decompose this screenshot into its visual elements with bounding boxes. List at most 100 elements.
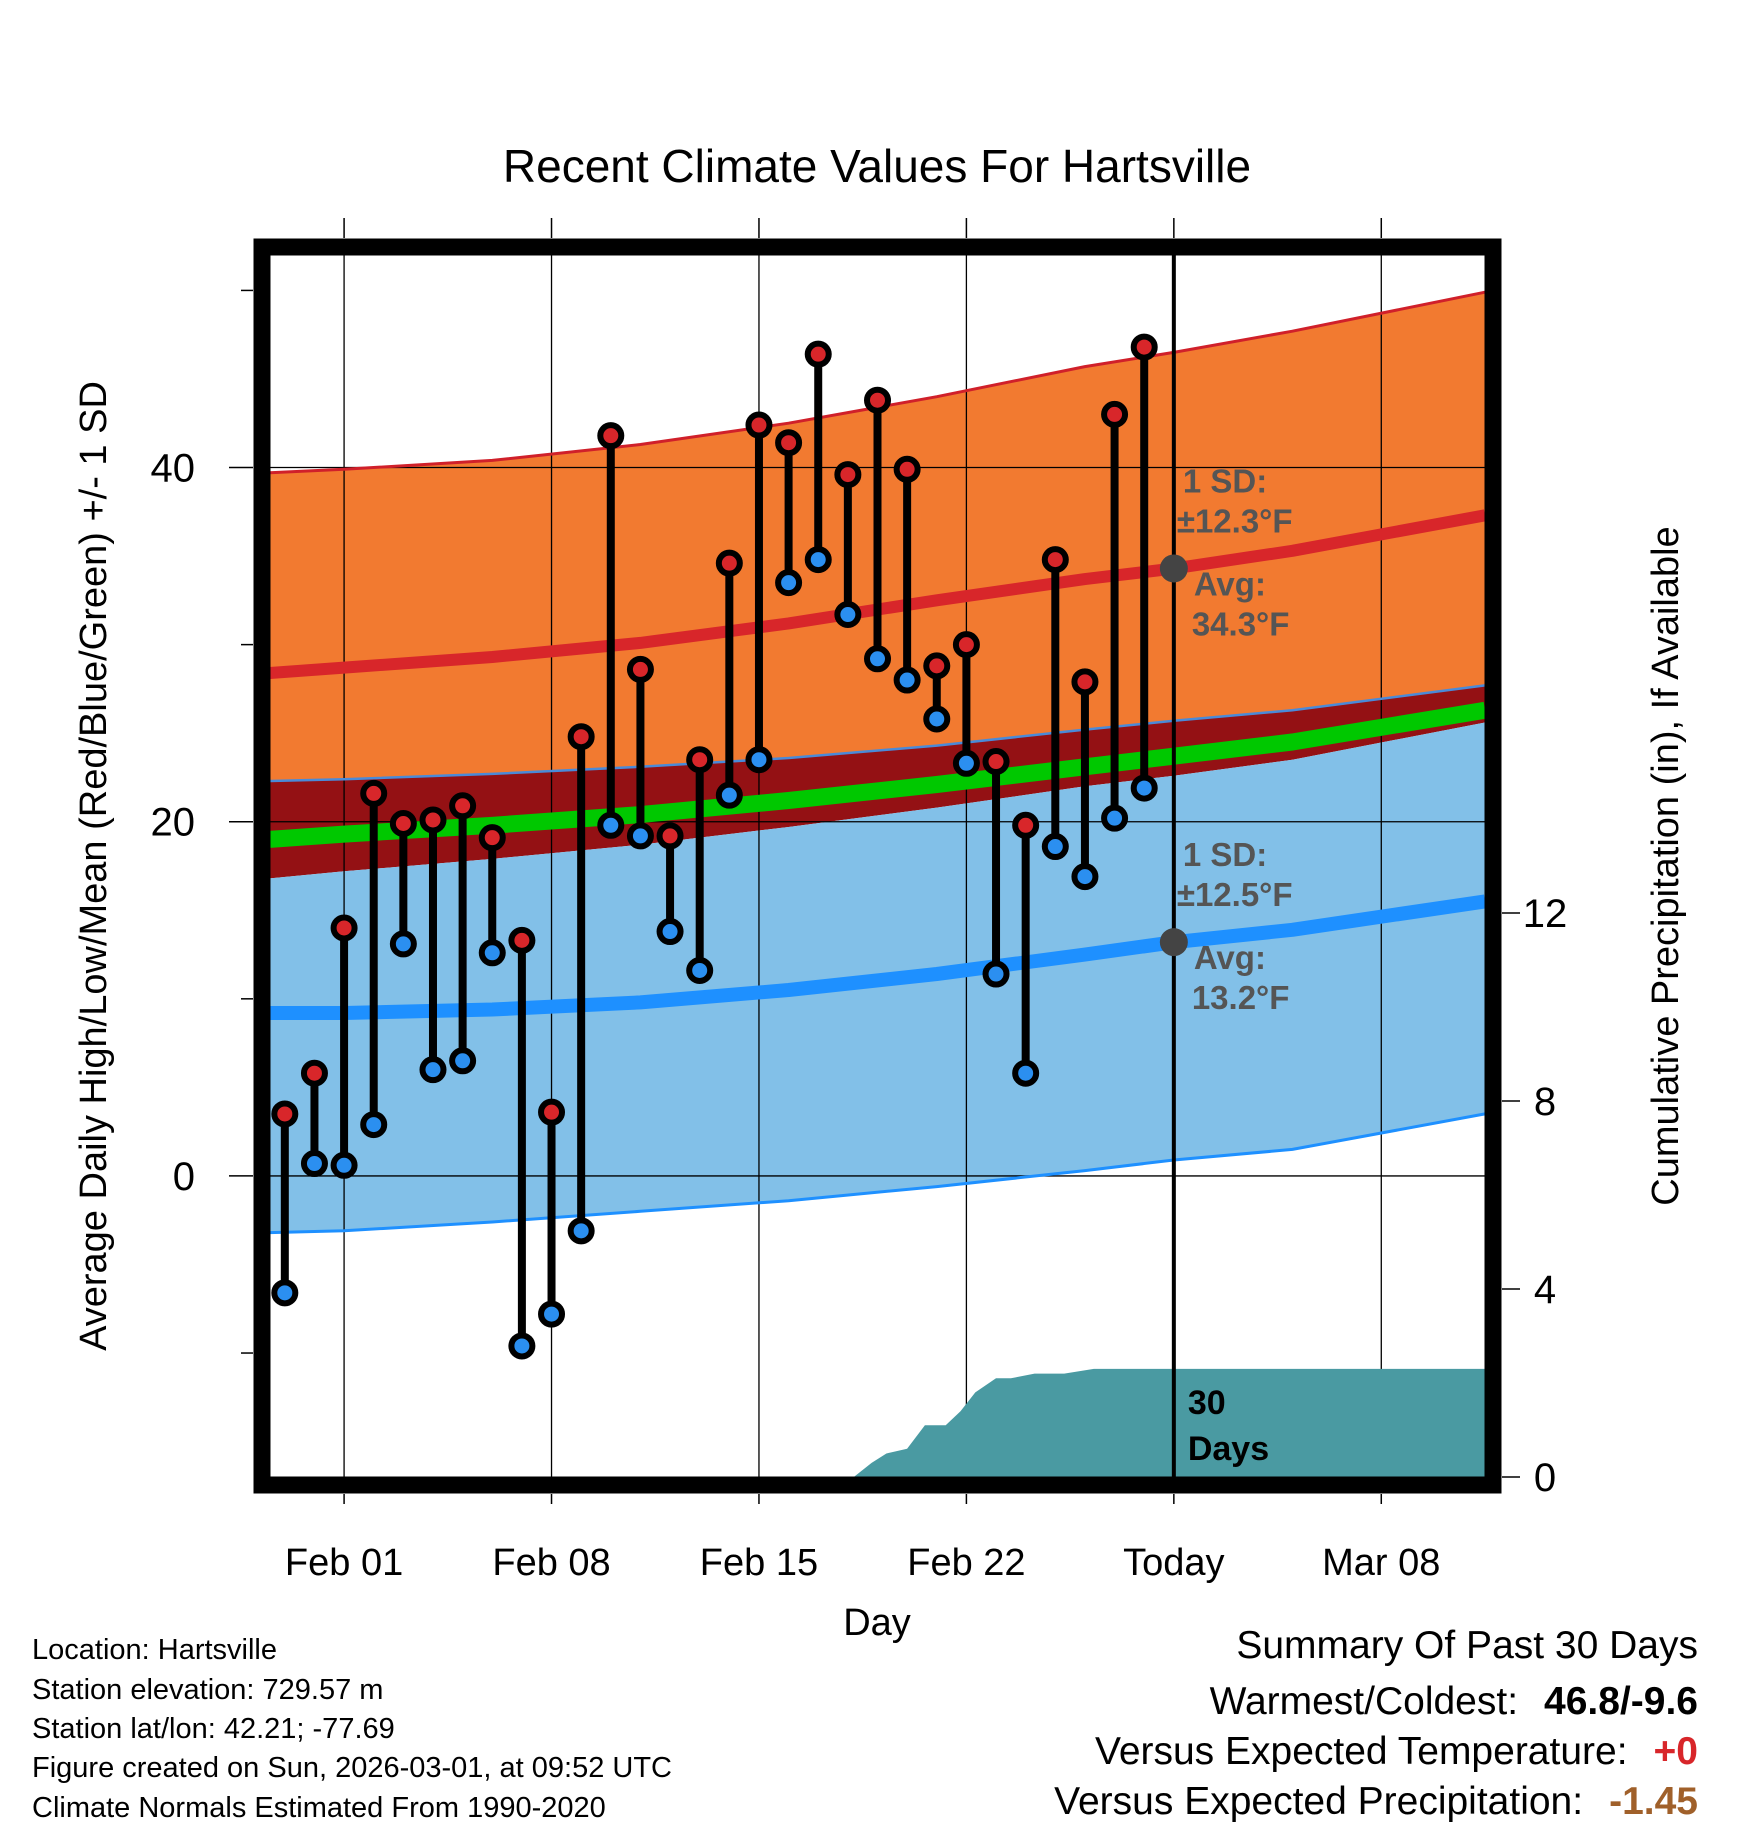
daily-high-point <box>360 779 388 807</box>
high-avg-marker <box>1159 554 1188 583</box>
info-elevation: Station elevation: 729.57 m <box>32 1674 384 1706</box>
summary-warm-cold-value: 46.8/-9.6 <box>1544 1680 1698 1723</box>
precip-area <box>853 1368 1485 1477</box>
daily-high-point <box>686 746 714 774</box>
precip-days-number: 30 <box>1188 1384 1226 1422</box>
daily-high-point <box>389 809 417 837</box>
daily-low-point <box>686 956 714 984</box>
daily-low-point <box>982 960 1010 988</box>
daily-low-point <box>597 811 625 839</box>
daily-low-point <box>449 1047 477 1075</box>
daily-high-point <box>419 806 447 834</box>
daily-low-point <box>538 1300 566 1328</box>
daily-high-point <box>715 549 743 577</box>
daily-low-point <box>893 666 921 694</box>
daily-high-point <box>923 652 951 680</box>
summary-warm-cold: Warmest/Coldest: 46.8/-9.6 <box>1210 1680 1698 1724</box>
info-normals: Climate Normals Estimated From 1990-2020 <box>32 1792 606 1824</box>
daily-high-point <box>449 792 477 820</box>
summary-precip: Versus Expected Precipitation: -1.45 <box>1054 1780 1698 1824</box>
daily-high-point <box>1101 400 1129 428</box>
daily-low-point <box>745 746 773 774</box>
info-latlon: Station lat/lon: 42.21; -77.69 <box>32 1713 395 1745</box>
summary-precip-value: -1.45 <box>1609 1780 1698 1823</box>
daily-high-point <box>745 411 773 439</box>
daily-high-point <box>982 748 1010 776</box>
daily-high-point <box>300 1059 328 1087</box>
daily-high-point <box>804 340 832 368</box>
summary-precip-label: Versus Expected Precipitation: <box>1054 1780 1584 1823</box>
daily-high-point <box>1012 811 1040 839</box>
y2-tick-label: 8 <box>1534 1080 1556 1124</box>
daily-low-point <box>300 1150 328 1178</box>
daily-high-point <box>478 824 506 852</box>
low-sd-label: 1 SD: <box>1183 836 1267 873</box>
high-upper-edge-line <box>269 290 1486 475</box>
high-sd-value: ±12.3°F <box>1177 502 1293 539</box>
daily-high-point <box>834 461 862 489</box>
daily-high-point <box>1130 333 1158 361</box>
summary-temp: Versus Expected Temperature: +0 <box>1095 1730 1698 1774</box>
precip-days-word: Days <box>1188 1430 1269 1468</box>
daily-low-point <box>923 705 951 733</box>
daily-high-point <box>330 914 358 942</box>
low-sd-value: ±12.5°F <box>1177 876 1293 913</box>
daily-low-point <box>389 930 417 958</box>
info-created: Figure created on Sun, 2026-03-01, at 09… <box>32 1752 672 1784</box>
x-tick-label: Feb 01 <box>285 1542 403 1584</box>
low-avg-marker <box>1159 928 1188 957</box>
daily-high-point <box>626 655 654 683</box>
x-tick-label: Feb 22 <box>907 1542 1025 1584</box>
daily-low-point <box>360 1111 388 1139</box>
x-axis-label: Day <box>843 1602 911 1644</box>
daily-high-point <box>656 822 684 850</box>
info-location: Location: Hartsville <box>32 1634 277 1666</box>
mean-band <box>270 685 1485 879</box>
daily-low-point <box>478 939 506 967</box>
summary-warm-cold-label: Warmest/Coldest: <box>1209 1680 1519 1723</box>
daily-high-point <box>775 429 803 457</box>
low-lower-edge-line <box>269 1112 1486 1235</box>
daily-high-point <box>538 1098 566 1126</box>
daily-high-point <box>567 723 595 751</box>
daily-low-point <box>508 1332 536 1360</box>
x-tick-label: Feb 08 <box>492 1542 610 1584</box>
y2-tick-label: 12 <box>1523 892 1568 936</box>
normal-mean-line <box>269 701 1487 848</box>
daily-low-point <box>804 546 832 574</box>
daily-low-point <box>952 749 980 777</box>
high-avg-label: Avg: <box>1194 565 1266 602</box>
chart-title: Recent Climate Values For Hartsville <box>503 140 1251 192</box>
y-axis-label: Average Daily High/Low/Mean (Red/Blue/Gr… <box>73 381 115 1351</box>
summary-title: Summary Of Past 30 Days <box>1236 1624 1698 1667</box>
daily-low-point <box>1130 774 1158 802</box>
daily-low-point <box>1012 1059 1040 1087</box>
daily-low-point <box>715 781 743 809</box>
daily-low-point <box>834 601 862 629</box>
daily-low-point <box>1071 863 1099 891</box>
y-tick-label: 0 <box>173 1155 195 1199</box>
daily-low-point <box>656 918 684 946</box>
y-tick-label: 20 <box>151 801 196 845</box>
daily-high-point <box>864 386 891 414</box>
daily-high-point <box>1071 668 1099 696</box>
daily-low-point <box>271 1279 299 1307</box>
daily-high-point <box>597 422 625 450</box>
daily-low-point <box>1041 833 1069 861</box>
x-tick-label: Today <box>1123 1542 1224 1584</box>
high-lower-edge-line <box>269 684 1486 783</box>
low-avg-value: 13.2°F <box>1192 979 1290 1016</box>
daily-low-point <box>775 569 803 597</box>
daily-high-point <box>893 455 921 483</box>
y2-tick-label: 4 <box>1534 1268 1556 1312</box>
daily-high-point <box>508 926 536 954</box>
low-avg-label: Avg: <box>1194 939 1266 976</box>
normal-low-line <box>270 894 1487 1020</box>
daily-low-point <box>1101 804 1129 832</box>
y2-axis-label: Cumulative Precipitation (in), If Availa… <box>1645 526 1687 1205</box>
daily-low-point <box>567 1217 595 1245</box>
x-tick-label: Mar 08 <box>1322 1542 1440 1584</box>
high-avg-value: 34.3°F <box>1192 605 1290 642</box>
y-tick-label: 40 <box>151 447 196 491</box>
